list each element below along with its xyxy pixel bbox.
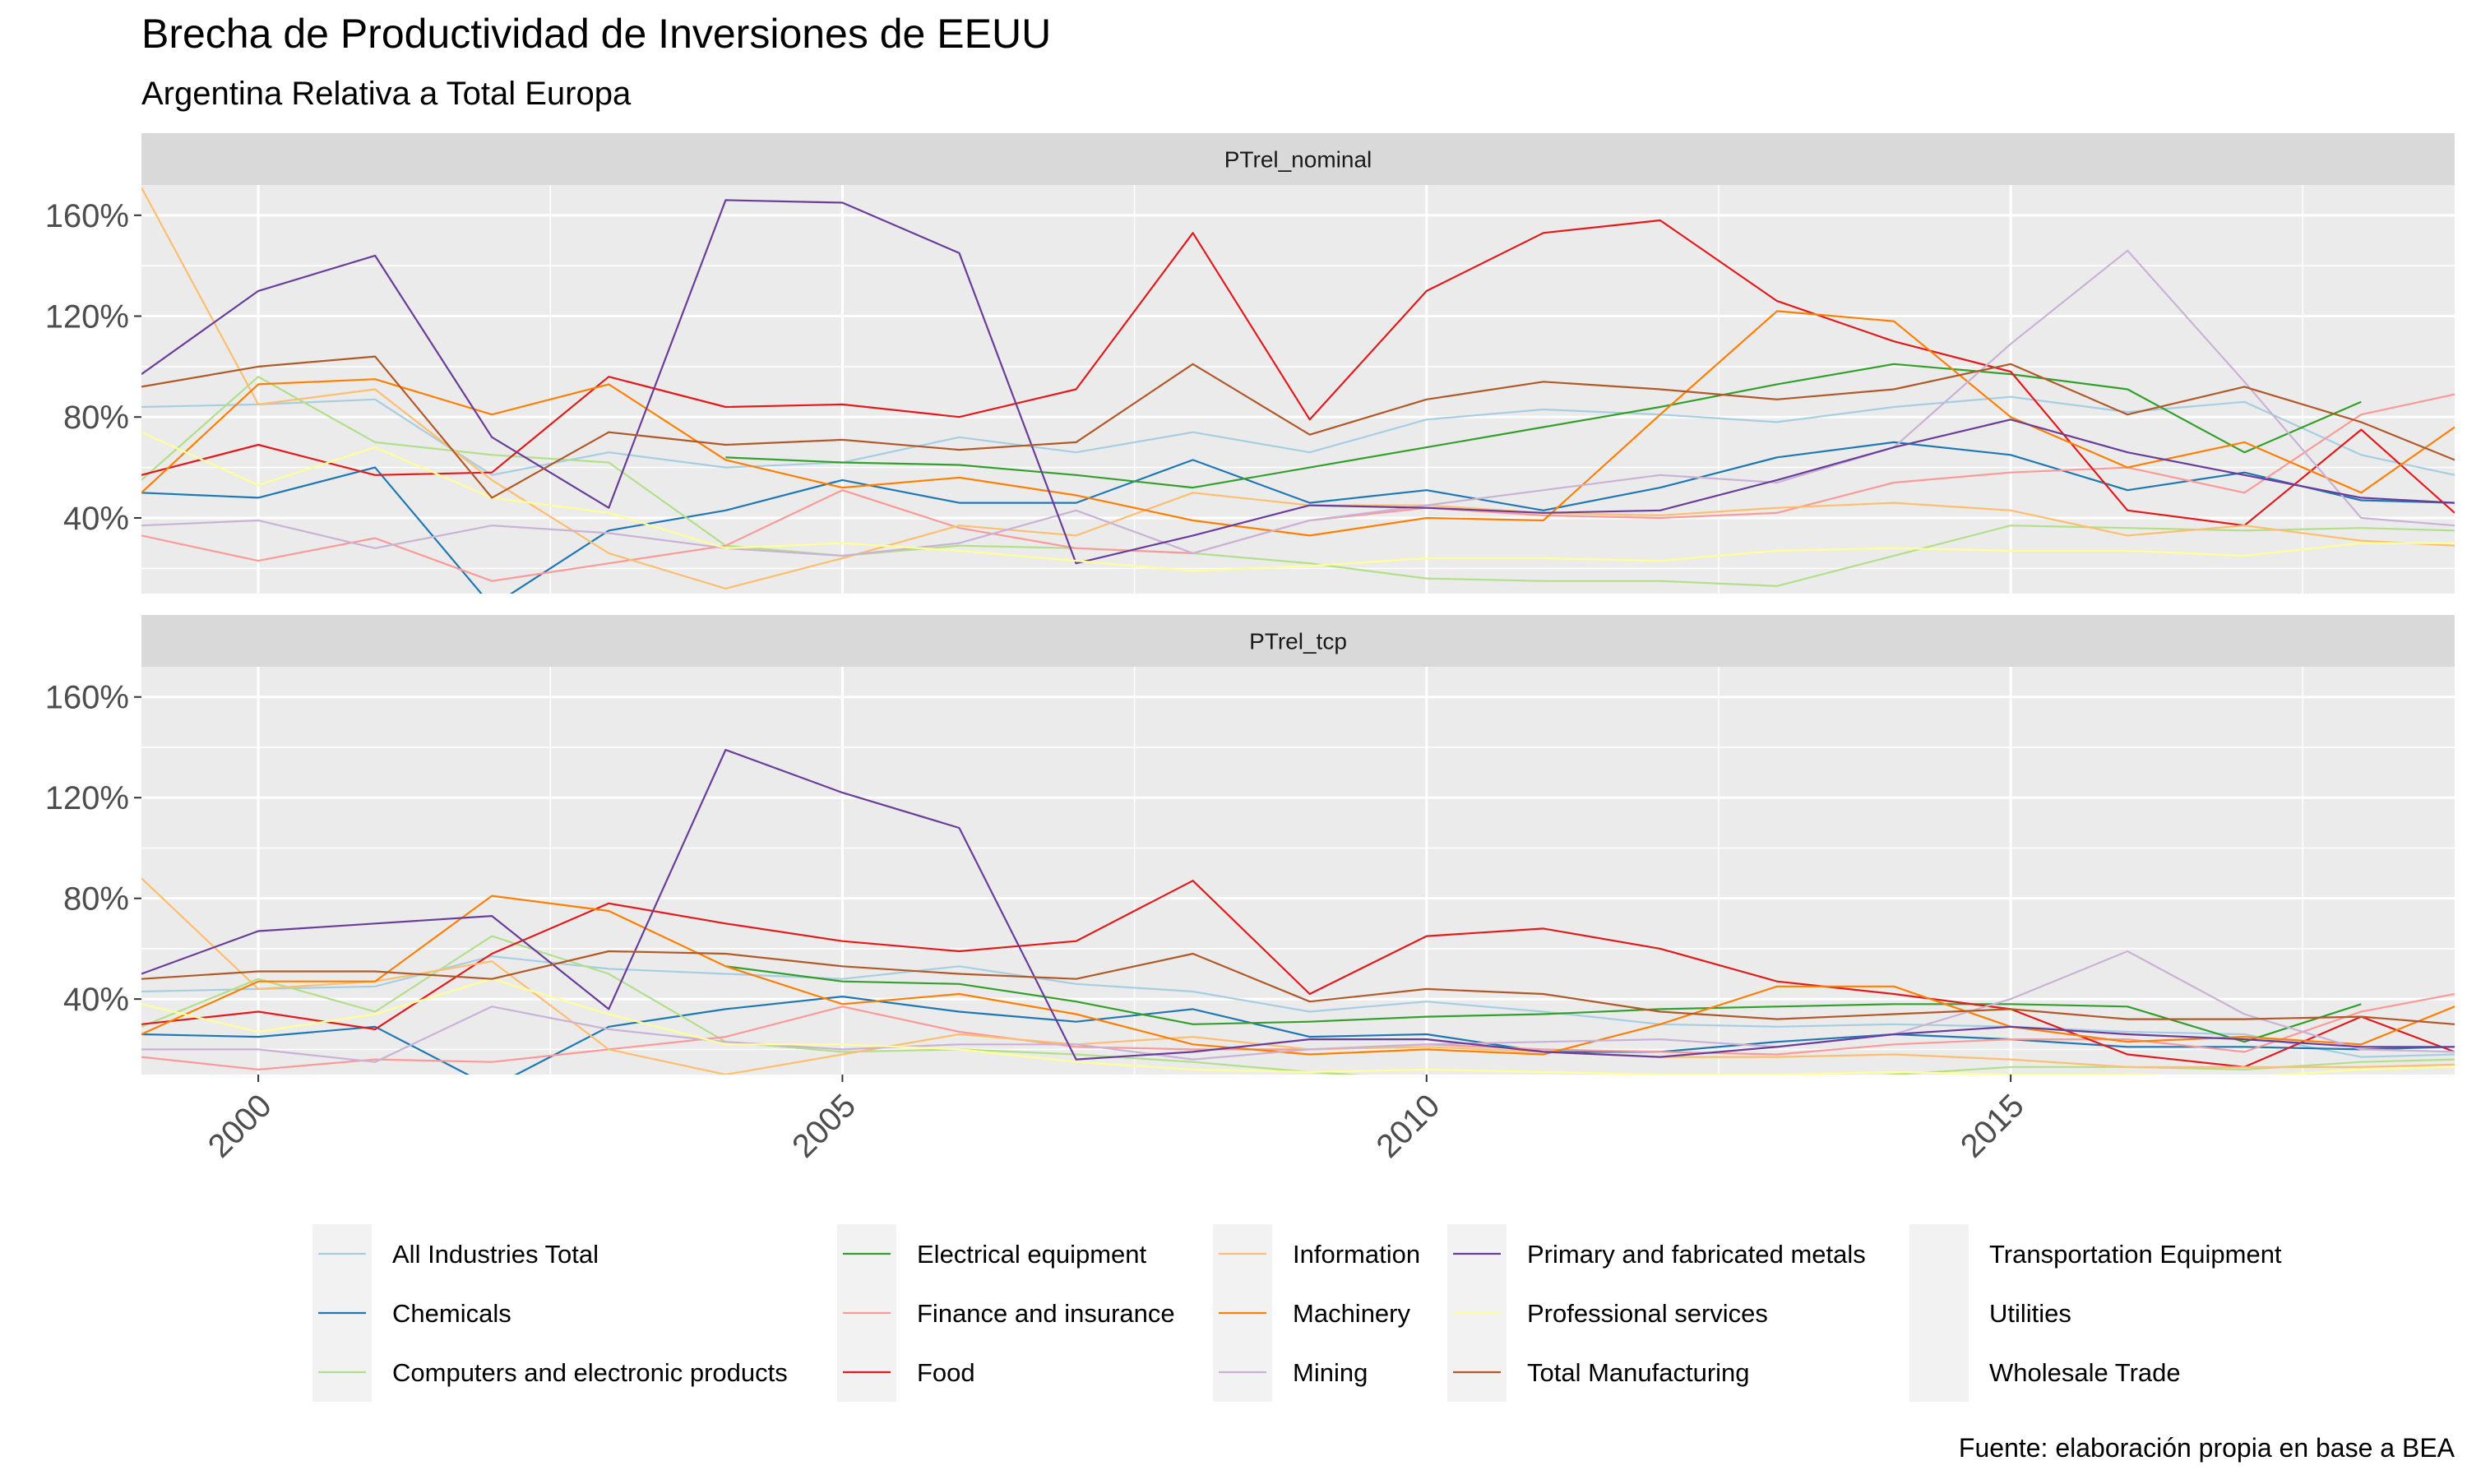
legend-item: Food — [837, 1343, 975, 1402]
legend-label: Chemicals — [392, 1299, 511, 1328]
legend-label: Finance and insurance — [917, 1299, 1175, 1328]
facet-panels: PTrel_nominal 40% 80% 120% 160% PTrel_tcp 40% 8… — [45, 133, 2455, 1075]
series-line-chemicals — [141, 441, 2455, 594]
chart-caption: Fuente: elaboración propia en base a BEA — [1959, 1433, 2455, 1463]
y-tick-label: 160% — [45, 198, 129, 234]
y-tick-label: 120% — [45, 299, 129, 335]
legend-item: Wholesale Trade — [1909, 1343, 2181, 1402]
y-tick-label: 120% — [45, 780, 129, 816]
series-line-primary-and-fabricated-metals — [141, 748, 2455, 1061]
facet-strip — [141, 615, 2455, 667]
y-tick-label: 40% — [63, 982, 129, 1018]
legend-item: Transportation Equipment — [1909, 1224, 2282, 1283]
legend-item: Chemicals — [312, 1283, 511, 1343]
legend-label: Wholesale Trade — [1989, 1358, 2181, 1387]
series-line-professional-services — [141, 431, 2455, 572]
legend-item: Mining — [1213, 1343, 1368, 1402]
legend-item: Utilities — [1909, 1283, 2071, 1343]
legend-item: Total Manufacturing — [1447, 1343, 1750, 1402]
legend: All Industries Total Chemicals Computers a… — [312, 1224, 2282, 1402]
series-line-food — [141, 219, 2455, 527]
chart-title: Brecha de Productividad de Inversiones d… — [141, 11, 1051, 57]
legend-label: Transportation Equipment — [1989, 1240, 2282, 1269]
legend-item: Computers and electronic products — [312, 1343, 788, 1402]
series-line-mining — [141, 950, 2455, 1063]
series-line-mining — [141, 249, 2455, 557]
series-line-all-industries-total — [141, 395, 2455, 476]
chart-subtitle: Argentina Relativa a Total Europa — [141, 76, 632, 112]
legend-label: Computers and electronic products — [392, 1358, 788, 1387]
facet-panel-PTrel_nominal: PTrel_nominal 40% 80% 120% 160% — [45, 133, 2455, 594]
legend-label: Mining — [1293, 1358, 1368, 1387]
legend-item: Machinery — [1213, 1283, 1410, 1343]
series-line-primary-and-fabricated-metals — [141, 199, 2455, 565]
legend-label: Total Manufacturing — [1527, 1358, 1750, 1387]
facet-strip-label: PTrel_nominal — [1224, 147, 1372, 173]
legend-label: Professional services — [1527, 1299, 1768, 1328]
legend-label: Utilities — [1989, 1299, 2071, 1328]
series-lines — [141, 187, 2455, 594]
y-tick-label: 160% — [45, 680, 129, 716]
y-tick-label: 80% — [63, 881, 129, 918]
legend-item: Finance and insurance — [837, 1283, 1175, 1343]
series-line-professional-services — [141, 978, 2455, 1075]
facet-strip — [141, 133, 2455, 185]
legend-item: Professional services — [1447, 1283, 1768, 1343]
legend-label: Food — [917, 1358, 975, 1387]
legend-label: Information — [1293, 1240, 1420, 1269]
series-line-total-manufacturing — [141, 950, 2455, 1025]
legend-label: All Industries Total — [392, 1240, 599, 1269]
series-lines — [141, 748, 2455, 1075]
legend-label: Primary and fabricated metals — [1527, 1240, 1866, 1269]
plot-panel — [141, 185, 2455, 594]
legend-item: Primary and fabricated metals — [1447, 1224, 1866, 1283]
series-line-food — [141, 880, 2455, 1068]
facet-strip-label: PTrel_tcp — [1249, 629, 1347, 654]
series-line-total-manufacturing — [141, 355, 2455, 499]
legend-label: Electrical equipment — [917, 1240, 1147, 1269]
series-line-machinery — [141, 310, 2455, 537]
y-tick-label: 40% — [63, 501, 129, 537]
series-line-machinery — [141, 895, 2455, 1056]
legend-item: Information — [1213, 1224, 1420, 1283]
facet-panel-PTrel_tcp: PTrel_tcp 40% 80% 120% 160% — [45, 615, 2455, 1075]
legend-item: All Industries Total — [312, 1224, 599, 1283]
y-tick-label: 80% — [63, 400, 129, 436]
legend-item: Electrical equipment — [837, 1224, 1147, 1283]
series-line-electrical-equipment — [725, 965, 2362, 1043]
plot-panel — [141, 667, 2455, 1075]
series-line-chemicals — [141, 996, 2455, 1075]
series-line-all-industries-total — [141, 955, 2455, 1058]
legend-label: Machinery — [1293, 1299, 1410, 1328]
series-line-electrical-equipment — [725, 363, 2362, 489]
